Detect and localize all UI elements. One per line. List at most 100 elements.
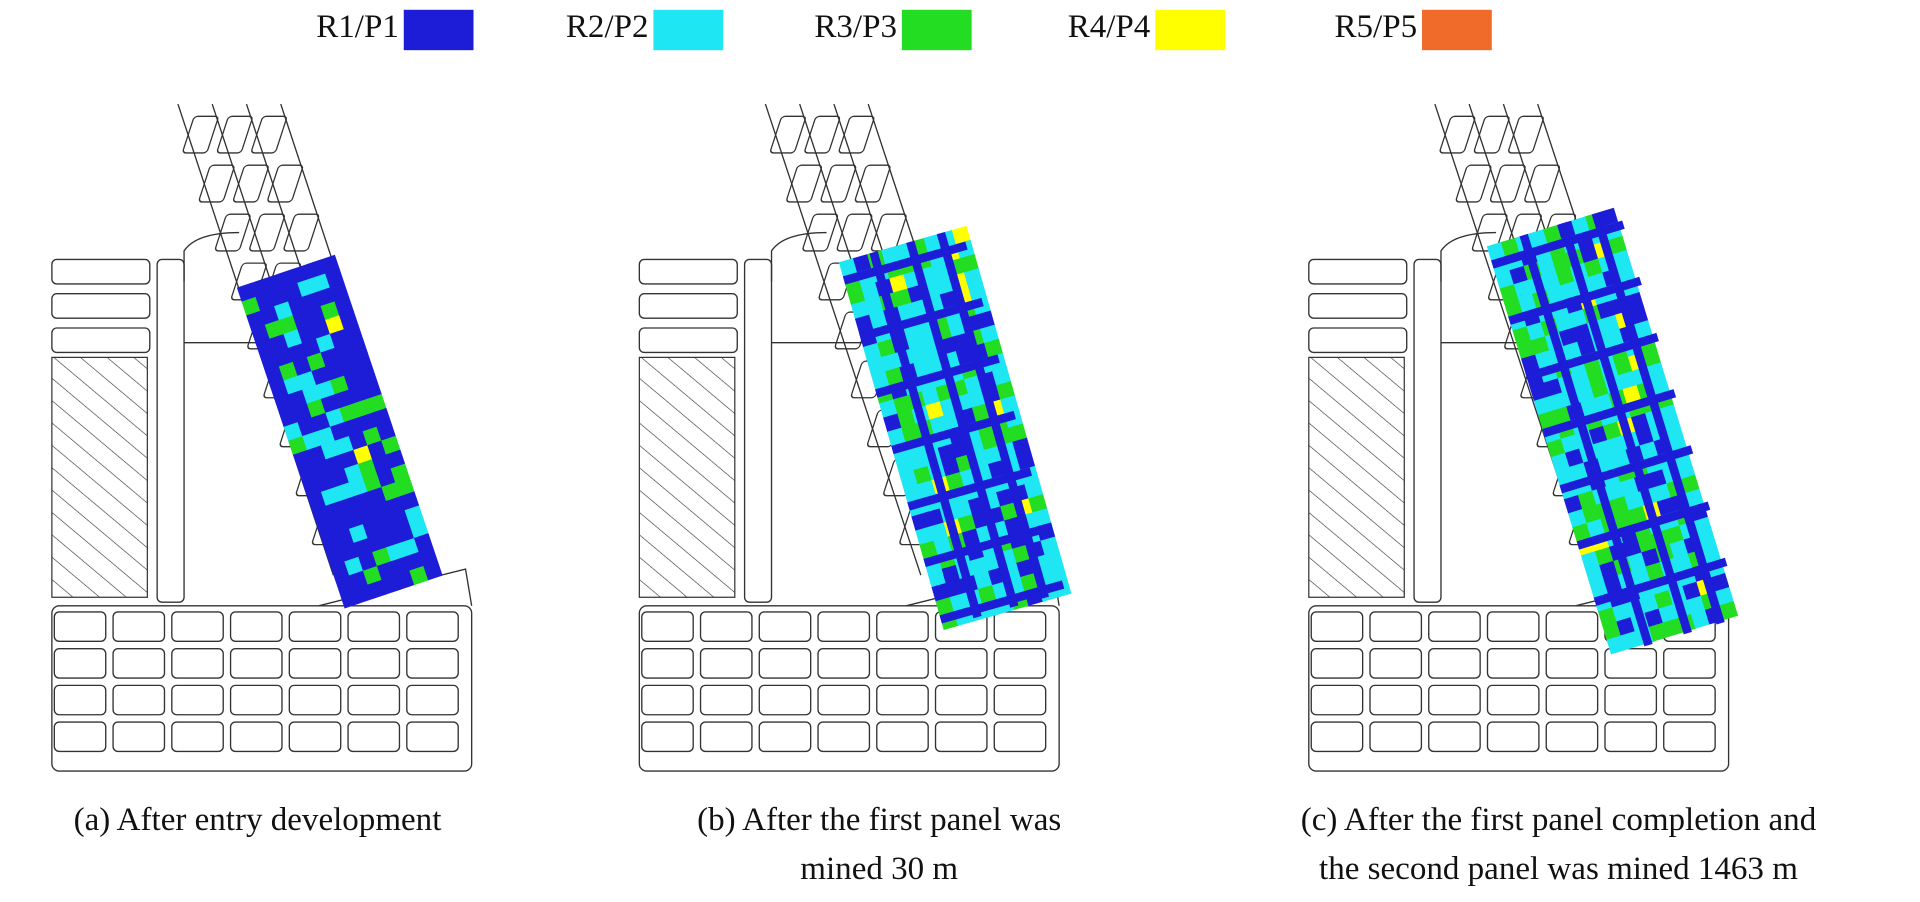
road	[51, 605, 473, 772]
risk-cell	[1563, 494, 1583, 514]
panel-caption: (c) After the first panel completion and	[1301, 802, 1817, 838]
risk-cell	[278, 408, 299, 428]
risk-cell	[1530, 335, 1550, 356]
risk-cell	[931, 262, 951, 282]
risk-cell	[1555, 266, 1575, 287]
risk-cell	[1583, 258, 1604, 278]
risk-cell	[330, 421, 350, 442]
road	[1545, 684, 1599, 716]
road	[1663, 647, 1716, 679]
risk-cell	[1639, 441, 1659, 461]
entry	[875, 354, 1000, 398]
risk-cell	[1528, 229, 1549, 249]
risk-cell	[395, 523, 415, 544]
risk-cell	[413, 533, 434, 553]
panel-caption: mined 30 m	[800, 851, 958, 887]
risk-cell	[913, 358, 933, 378]
road	[1663, 721, 1716, 753]
risk-cell	[329, 375, 350, 395]
legend-label: R1/P1	[316, 9, 399, 45]
risk-cell	[358, 551, 378, 572]
road	[1489, 164, 1526, 203]
risk-cell	[1541, 271, 1561, 291]
risk-cell	[988, 459, 1007, 479]
risk-cell	[334, 296, 354, 316]
road	[817, 647, 871, 679]
risk-cell	[283, 375, 303, 395]
risk-cell	[236, 282, 257, 303]
risk-cell	[1669, 539, 1689, 559]
risk-cell	[905, 330, 925, 350]
road	[288, 721, 342, 753]
risk-cell	[315, 333, 336, 354]
risk-cell	[362, 472, 383, 493]
risk-cell	[288, 435, 308, 456]
risk-cell	[1607, 235, 1627, 255]
risk-cell	[927, 568, 947, 588]
risk-cell	[325, 454, 345, 474]
road	[53, 684, 107, 716]
hatched-area	[638, 356, 736, 598]
risk-cell	[302, 338, 322, 358]
road	[820, 164, 857, 203]
risk-cell	[353, 398, 373, 419]
risk-cell	[1589, 579, 1609, 599]
risk-cell	[1667, 432, 1687, 452]
risk-cell	[1550, 452, 1571, 472]
road	[641, 684, 694, 716]
road	[288, 684, 342, 716]
risk-cell	[1605, 481, 1626, 502]
entry	[858, 297, 984, 342]
risk-cell	[1627, 552, 1647, 572]
risk-cell	[297, 463, 318, 484]
risk-cell	[1603, 574, 1623, 594]
road	[267, 164, 304, 203]
road	[876, 647, 929, 679]
risk-cell	[320, 254, 340, 275]
risk-cell	[955, 346, 975, 366]
risk-cell	[367, 533, 387, 553]
risk-cell	[1020, 572, 1040, 592]
risk-cell	[348, 524, 369, 544]
risk-cell	[913, 465, 933, 485]
risk-cell	[1565, 448, 1585, 468]
road	[1545, 647, 1599, 679]
risk-cell	[1032, 508, 1052, 528]
risk-cell	[961, 528, 981, 548]
risk-cell	[325, 407, 345, 428]
risk-cell	[1546, 285, 1566, 305]
risk-cell	[933, 536, 953, 556]
risk-cell	[1575, 383, 1596, 403]
risk-cell	[1486, 241, 1506, 262]
risk-cell	[1517, 293, 1538, 313]
risk-cell	[395, 477, 415, 497]
risk-cell	[330, 561, 350, 581]
risk-cell	[269, 380, 289, 400]
road	[993, 721, 1047, 753]
risk-cell	[307, 491, 327, 512]
risk-cell	[311, 319, 331, 340]
risk-cell	[316, 380, 336, 400]
hatched-area	[1308, 356, 1405, 598]
risk-cell	[1594, 393, 1614, 413]
road	[406, 684, 459, 716]
risk-cell	[386, 542, 406, 562]
road	[758, 611, 812, 642]
risk-cell	[1641, 348, 1662, 368]
risk-cell	[1676, 460, 1696, 480]
risk-cell	[861, 282, 880, 302]
risk-cell	[1000, 395, 1020, 415]
road	[347, 684, 401, 716]
road	[406, 647, 459, 679]
risk-cell	[1499, 284, 1519, 304]
road	[53, 611, 107, 642]
road	[638, 293, 738, 319]
risk-cell	[1568, 309, 1588, 329]
risk-cell	[846, 286, 866, 306]
road	[699, 721, 753, 753]
entry	[1559, 445, 1694, 494]
risk-cell	[325, 500, 345, 521]
risk-cell	[1684, 488, 1704, 508]
risk-cell	[288, 389, 308, 409]
risk-cell	[885, 366, 905, 386]
